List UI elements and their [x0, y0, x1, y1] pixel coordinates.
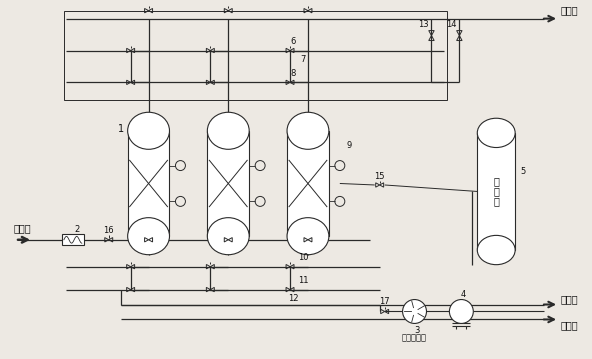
Ellipse shape	[207, 218, 249, 255]
Text: 罐: 罐	[493, 196, 499, 206]
Text: 12: 12	[288, 294, 298, 303]
Text: 1: 1	[118, 124, 124, 134]
Bar	[477, 133, 515, 250]
Text: 间: 间	[493, 186, 499, 196]
Text: 循环冷却水: 循环冷却水	[402, 333, 427, 342]
Text: 15: 15	[374, 172, 385, 181]
Ellipse shape	[477, 236, 515, 265]
Circle shape	[403, 299, 426, 323]
Ellipse shape	[128, 218, 169, 255]
Text: 6: 6	[290, 37, 295, 46]
Text: 10: 10	[298, 253, 308, 262]
Text: 5: 5	[520, 167, 525, 176]
Text: 9: 9	[347, 140, 352, 150]
Text: 16: 16	[104, 226, 114, 235]
Text: 原料气: 原料气	[13, 223, 31, 233]
Text: 13: 13	[418, 20, 429, 29]
Text: 抄空气: 抄空气	[561, 321, 578, 330]
Circle shape	[449, 299, 474, 323]
Ellipse shape	[287, 218, 329, 255]
Bar	[64, 11, 448, 100]
Text: 7: 7	[300, 55, 305, 64]
Ellipse shape	[207, 112, 249, 149]
Text: 2: 2	[75, 225, 80, 234]
Text: 中: 中	[493, 177, 499, 186]
Bar	[287, 131, 329, 236]
Ellipse shape	[477, 118, 515, 148]
Ellipse shape	[128, 112, 169, 149]
Text: 3: 3	[414, 326, 419, 335]
Text: 返放气: 返放气	[561, 294, 578, 304]
Bar	[207, 131, 249, 236]
Bar	[62, 234, 84, 245]
Text: 17: 17	[379, 297, 390, 306]
Text: 11: 11	[298, 276, 308, 285]
Text: 8: 8	[290, 69, 295, 78]
Text: 14: 14	[446, 20, 456, 29]
Text: 4: 4	[461, 290, 466, 299]
Text: 净化气: 净化气	[561, 6, 578, 16]
Bar	[128, 131, 169, 236]
Ellipse shape	[287, 112, 329, 149]
